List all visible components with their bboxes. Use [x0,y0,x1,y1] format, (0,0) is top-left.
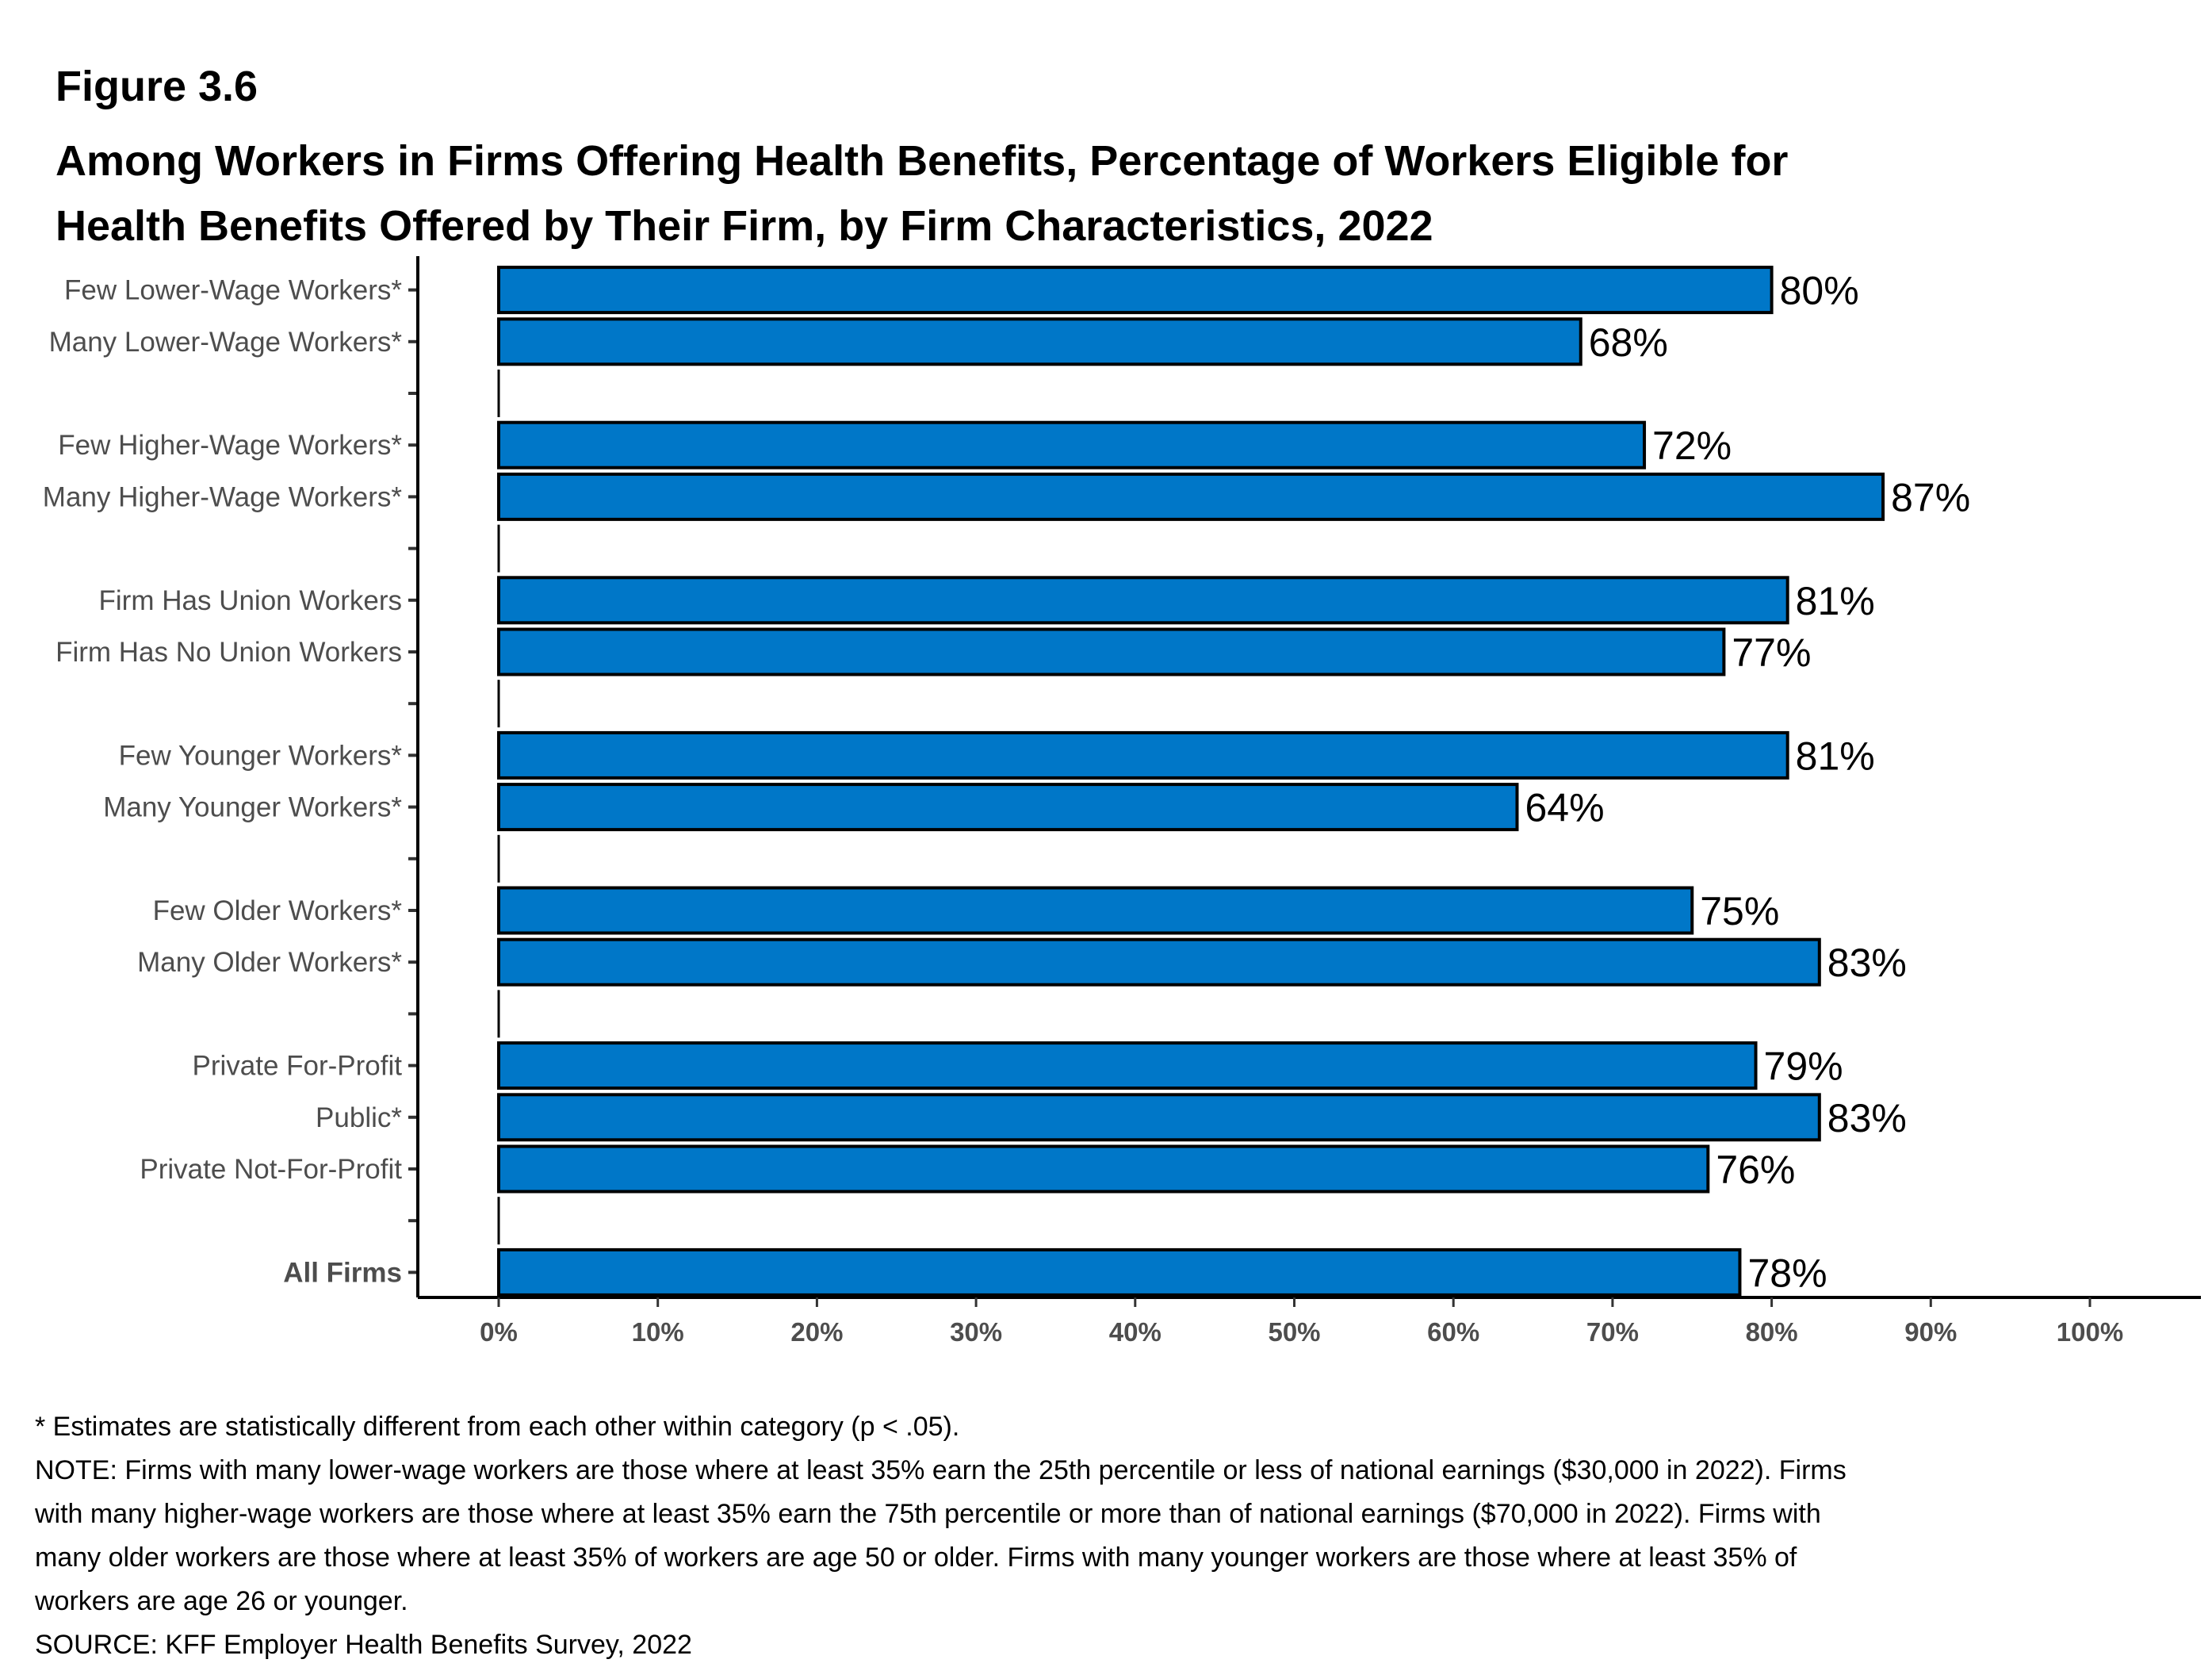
x-tick-label: 60% [1427,1317,1479,1347]
data-label: 64% [1525,786,1604,830]
data-label: 87% [1891,475,1970,519]
bar [497,1041,1758,1090]
y-tick-label: All Firms [283,1257,402,1288]
chart-title: Among Workers in Firms Offering Health B… [55,128,2117,259]
y-tick-label: Private For-Profit [193,1051,403,1082]
chart-title-line-2: Health Benefits Offered by Their Firm, b… [55,202,1433,250]
note-line-2: with many higher-wage workers are those … [35,1499,1821,1529]
x-tick-label: 100% [2057,1317,2123,1347]
data-label: 77% [1732,630,1811,675]
bar [497,317,1582,366]
y-tick-label: Firm Has Union Workers [99,585,402,616]
y-tick-label: Many Younger Workers* [103,792,402,823]
chart-title-line-1: Among Workers in Firms Offering Health B… [55,137,1789,185]
figure-label: Figure 3.6 [55,63,258,110]
data-label: 81% [1796,579,1875,623]
x-tick-label: 90% [1904,1317,1957,1347]
bar [497,937,1821,987]
x-tick-label: 0% [480,1317,518,1347]
x-tick-label: 10% [632,1317,684,1347]
bar [497,886,1694,935]
bar [497,627,1726,676]
bar [497,1247,1742,1297]
data-label: 79% [1764,1044,1843,1089]
y-tick-label: Few Higher-Wage Workers* [58,430,402,461]
data-label: 80% [1780,269,1859,313]
data-label: 68% [1589,320,1668,365]
note-source: SOURCE: KFF Employer Health Benefits Sur… [35,1630,692,1660]
x-tick-label: 50% [1268,1317,1320,1347]
y-tick-label: Many Older Workers* [137,947,402,978]
chart-notes: * Estimates are statistically different … [35,1405,2176,1667]
data-label: 72% [1652,423,1732,468]
note-line-3: many older workers are those where at le… [35,1542,1797,1573]
bar [497,576,1789,625]
bar [497,1144,1710,1194]
y-tick-label: Many Higher-Wage Workers* [43,481,403,512]
y-tick-label: Few Lower-Wage Workers* [64,275,402,306]
y-tick-label: Firm Has No Union Workers [55,637,402,668]
note-line-1: NOTE: Firms with many lower-wage workers… [35,1455,1847,1485]
bar-chart: Few Lower-Wage Workers* 80% Many Lower-Wag… [43,256,2201,1347]
y-tick-label: Many Lower-Wage Workers* [49,327,403,358]
x-tick-label: 70% [1586,1317,1639,1347]
x-tick-label: 30% [950,1317,1002,1347]
note-line-4: workers are age 26 or younger. [35,1586,408,1616]
bar [497,420,1647,469]
data-label: 76% [1716,1148,1795,1192]
x-tick-label: 20% [790,1317,843,1347]
bar [497,472,1885,521]
data-label: 81% [1796,734,1875,778]
bar [497,266,1774,315]
bar [497,730,1789,780]
y-tick-label: Few Younger Workers* [119,740,403,771]
data-label: 75% [1700,889,1779,933]
y-tick-label: Private Not-For-Profit [140,1154,402,1185]
bar [497,1093,1821,1142]
data-label: 83% [1827,1096,1907,1140]
data-label: 78% [1747,1251,1827,1295]
x-tick-label: 80% [1746,1317,1798,1347]
bar [497,783,1519,832]
data-label: 83% [1827,941,1907,985]
note-significance: * Estimates are statistically different … [35,1412,960,1442]
y-tick-label: Public* [316,1102,402,1133]
y-tick-label: Few Older Workers* [153,895,403,926]
x-tick-label: 40% [1109,1317,1161,1347]
